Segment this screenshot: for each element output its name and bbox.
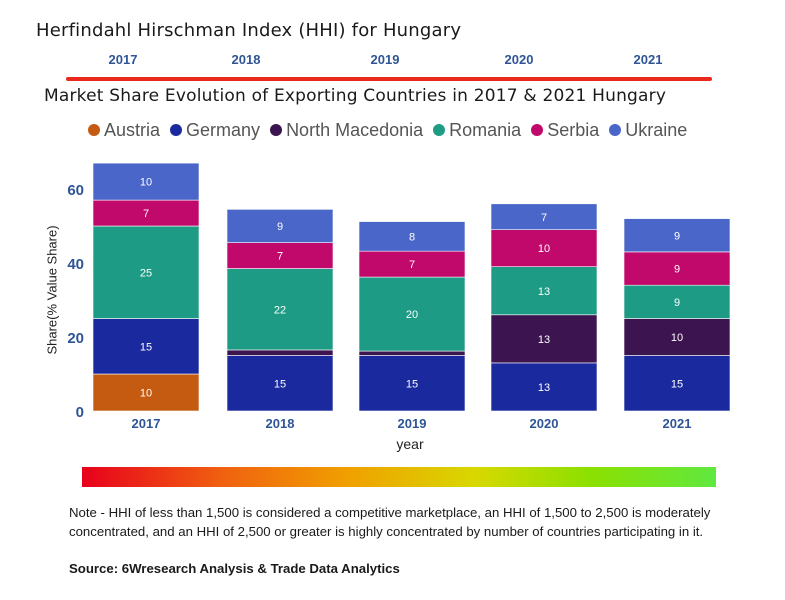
bar-segment-2020-ukraine [490, 203, 598, 231]
legend-marker-serbia [531, 124, 544, 136]
legend-item-austria[interactable]: Austria [88, 120, 160, 141]
legend-item-serbia[interactable]: Serbia [531, 120, 599, 141]
legend-label-north-macedonia: North Macedonia [286, 119, 424, 140]
data-label-2020-north-macedonia: 13 [538, 334, 550, 346]
legend-label-serbia: Serbia [547, 119, 600, 140]
x-tick-label-2018: 2018 [266, 416, 295, 431]
chart-legend: Austria Germany North Macedonia Romania … [88, 119, 697, 141]
bar-segment-2018-ukraine [226, 209, 334, 243]
bar-segment-2019-germany [358, 355, 466, 412]
bar-segment-2020-serbia [490, 229, 598, 267]
data-label-2019-germany: 15 [406, 378, 418, 390]
data-label-2018-serbia: 7 [277, 251, 283, 263]
bar-segment-2017-austria [92, 373, 200, 412]
note-text: Note - HHI of less than 1,500 is conside… [69, 505, 711, 539]
hhi-year-2021: 2021 [633, 52, 663, 67]
bar-segment-2021-north-macedonia [623, 318, 731, 356]
hhi-title: Herfindahl Hirschman Index (HHI) for Hun… [36, 20, 462, 41]
bar-segment-2018-north-macedonia [226, 349, 334, 356]
legend-marker-ukraine [609, 124, 622, 136]
legend-label-romania: Romania [449, 119, 522, 140]
hhi-year-2017: 2017 [108, 52, 138, 67]
hhi-years: 2017 2018 2019 2020 2021 [0, 52, 785, 70]
legend-marker-austria [88, 124, 100, 136]
stacked-bar-chart: 0 20 40 60 10 15 25 7 10 2017 15 22 7 9 2018 15 20 7 8 2019… [67, 162, 731, 431]
legend-marker-germany [170, 124, 183, 136]
hhi-year-2019: 2019 [370, 52, 400, 67]
divider-line [66, 77, 712, 81]
bar-segment-2017-germany [92, 318, 200, 375]
bar-segment-2018-serbia [226, 242, 334, 269]
data-label-2021-north-macedonia: 10 [671, 332, 683, 344]
source-text: Source: 6Wresearch Analysis & Trade Data… [69, 561, 400, 576]
x-tick-label-2017: 2017 [132, 416, 161, 431]
y-axis-label-text: Share(% Value Share) [44, 225, 60, 355]
legend-item-germany[interactable]: Germany [170, 120, 260, 141]
legend-item-romania[interactable]: Romania [433, 120, 521, 141]
x-tick-label-2019: 2019 [398, 416, 427, 431]
data-label-2020-serbia: 10 [538, 243, 550, 255]
data-label-2021-romania: 9 [674, 297, 680, 309]
chart-title: Market Share Evolution of Exporting Coun… [44, 86, 667, 106]
bar-segment-2019-romania [358, 276, 466, 352]
y-tick-label-20: 20 [67, 330, 84, 347]
data-label-2020-ukraine: 7 [541, 212, 547, 224]
legend-label-ukraine: Ukraine [625, 119, 688, 140]
hhi-year-2020: 2020 [504, 52, 534, 67]
data-label-2019-serbia: 7 [409, 259, 415, 271]
legend-label-germany: Germany [186, 119, 261, 140]
bar-segment-2018-germany [226, 355, 334, 412]
data-label-2021-ukraine: 9 [674, 230, 680, 242]
data-label-2018-germany: 15 [274, 378, 286, 390]
bar-segment-2018-romania [226, 268, 334, 351]
legend-label-austria: Austria [104, 119, 161, 140]
hhi-year-2018: 2018 [231, 52, 261, 67]
data-label-2018-romania: 22 [274, 304, 286, 316]
bar-segment-2019-ukraine [358, 221, 466, 252]
data-label-2017-austria: 10 [140, 388, 152, 400]
data-label-2021-serbia: 9 [674, 264, 680, 276]
legend-marker-romania [433, 124, 446, 136]
bar-segment-2021-germany [623, 355, 731, 412]
data-label-2017-ukraine: 10 [140, 177, 152, 189]
data-label-2017-germany: 15 [140, 341, 152, 353]
y-tick-label-0: 0 [76, 404, 84, 421]
x-tick-label-2021: 2021 [663, 416, 692, 431]
bar-segment-2017-ukraine [92, 162, 200, 201]
data-label-2017-romania: 25 [140, 267, 152, 279]
x-tick-label-2020: 2020 [530, 416, 559, 431]
bar-segment-2021-ukraine [623, 218, 731, 253]
data-label-2019-ukraine: 8 [409, 231, 415, 243]
data-label-2017-serbia: 7 [143, 208, 149, 220]
data-label-2020-romania: 13 [538, 286, 550, 298]
legend-marker-north-macedonia [270, 124, 283, 136]
bar-segment-2017-romania [92, 225, 200, 319]
y-tick-label-60: 60 [67, 182, 84, 199]
hhi-gradient-bar [82, 467, 716, 487]
bar-segment-2017-serbia [92, 199, 200, 227]
data-label-2021-germany: 15 [671, 378, 683, 390]
legend-item-ukraine[interactable]: Ukraine [609, 120, 687, 141]
y-tick-label-40: 40 [67, 256, 84, 273]
data-label-2020-germany: 13 [538, 382, 550, 394]
data-label-2019-romania: 20 [406, 309, 418, 321]
bar-segment-2020-germany [490, 362, 598, 412]
x-axis-label: year [396, 436, 424, 452]
bar-segment-2020-romania [490, 266, 598, 316]
legend-item-north-macedonia[interactable]: North Macedonia [270, 120, 423, 141]
data-label-2018-ukraine: 9 [277, 221, 283, 233]
bar-segment-2020-north-macedonia [490, 314, 598, 364]
bar-segment-2021-serbia [623, 251, 731, 286]
bar-segment-2019-north-macedonia [358, 350, 466, 356]
